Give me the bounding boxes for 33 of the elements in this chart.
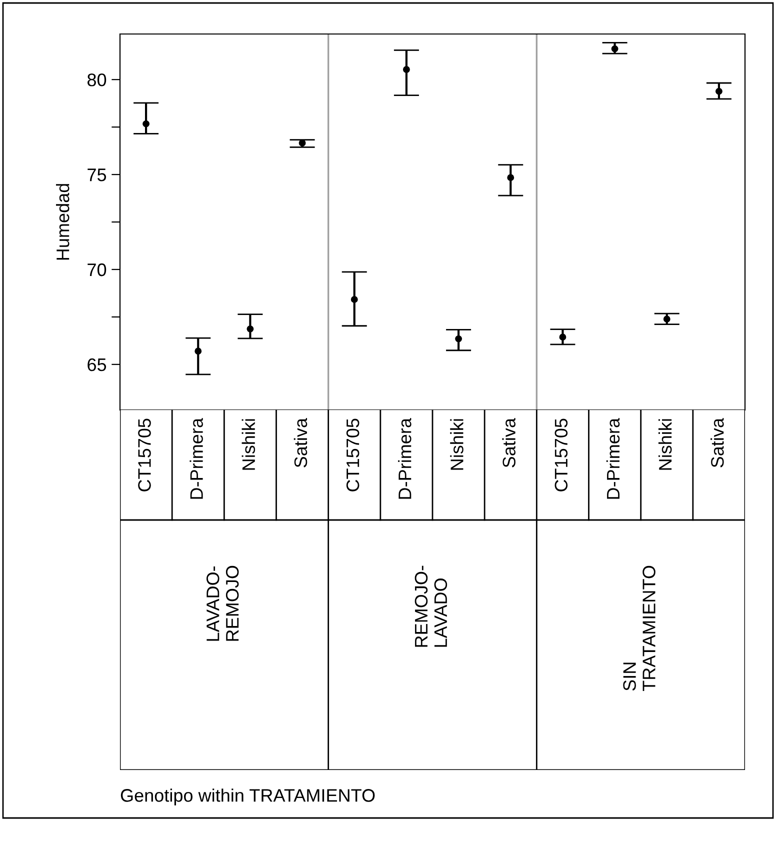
y-tick-label: 80 <box>88 74 106 86</box>
x-tick-label: Sativa <box>502 418 516 468</box>
point <box>402 66 410 73</box>
point <box>455 335 462 342</box>
y-axis-title: Humedad <box>56 184 70 260</box>
point <box>559 334 566 341</box>
x-tick-label: Sativa <box>294 418 308 468</box>
point <box>507 174 514 182</box>
x-tick-label: D-Primera <box>606 418 620 499</box>
text: Genotipo within TRATAMIENTO <box>120 788 375 806</box>
y-tick-label: 70 <box>88 263 106 276</box>
x-tick-label: CT15705 <box>346 418 360 492</box>
x-tick-label: Nishiki <box>450 419 464 470</box>
x-tick-label: Nishiki <box>658 419 672 470</box>
text: REMOJO- LAVADO <box>414 566 448 647</box>
x-tick-label: D-Primera <box>398 418 412 499</box>
point <box>246 325 254 332</box>
y-tick-label: 75 <box>88 168 106 182</box>
point <box>298 140 306 146</box>
point <box>142 120 150 128</box>
x-tick-label: D-Primera <box>190 418 203 499</box>
text: LAVADO- REMOJO <box>206 566 239 641</box>
point <box>194 348 202 355</box>
point <box>611 45 618 52</box>
x-tick-label: CT15705 <box>554 418 568 492</box>
y-tick-label: 65 <box>88 358 106 372</box>
point <box>350 296 358 303</box>
text: SIN TRATAMIENTO <box>623 566 656 692</box>
x-tick-label: Sativa <box>710 418 724 468</box>
x-tick-label: Nishiki <box>242 419 256 470</box>
point <box>715 88 722 95</box>
point <box>663 316 670 323</box>
x-tick-label: CT15705 <box>138 418 151 492</box>
